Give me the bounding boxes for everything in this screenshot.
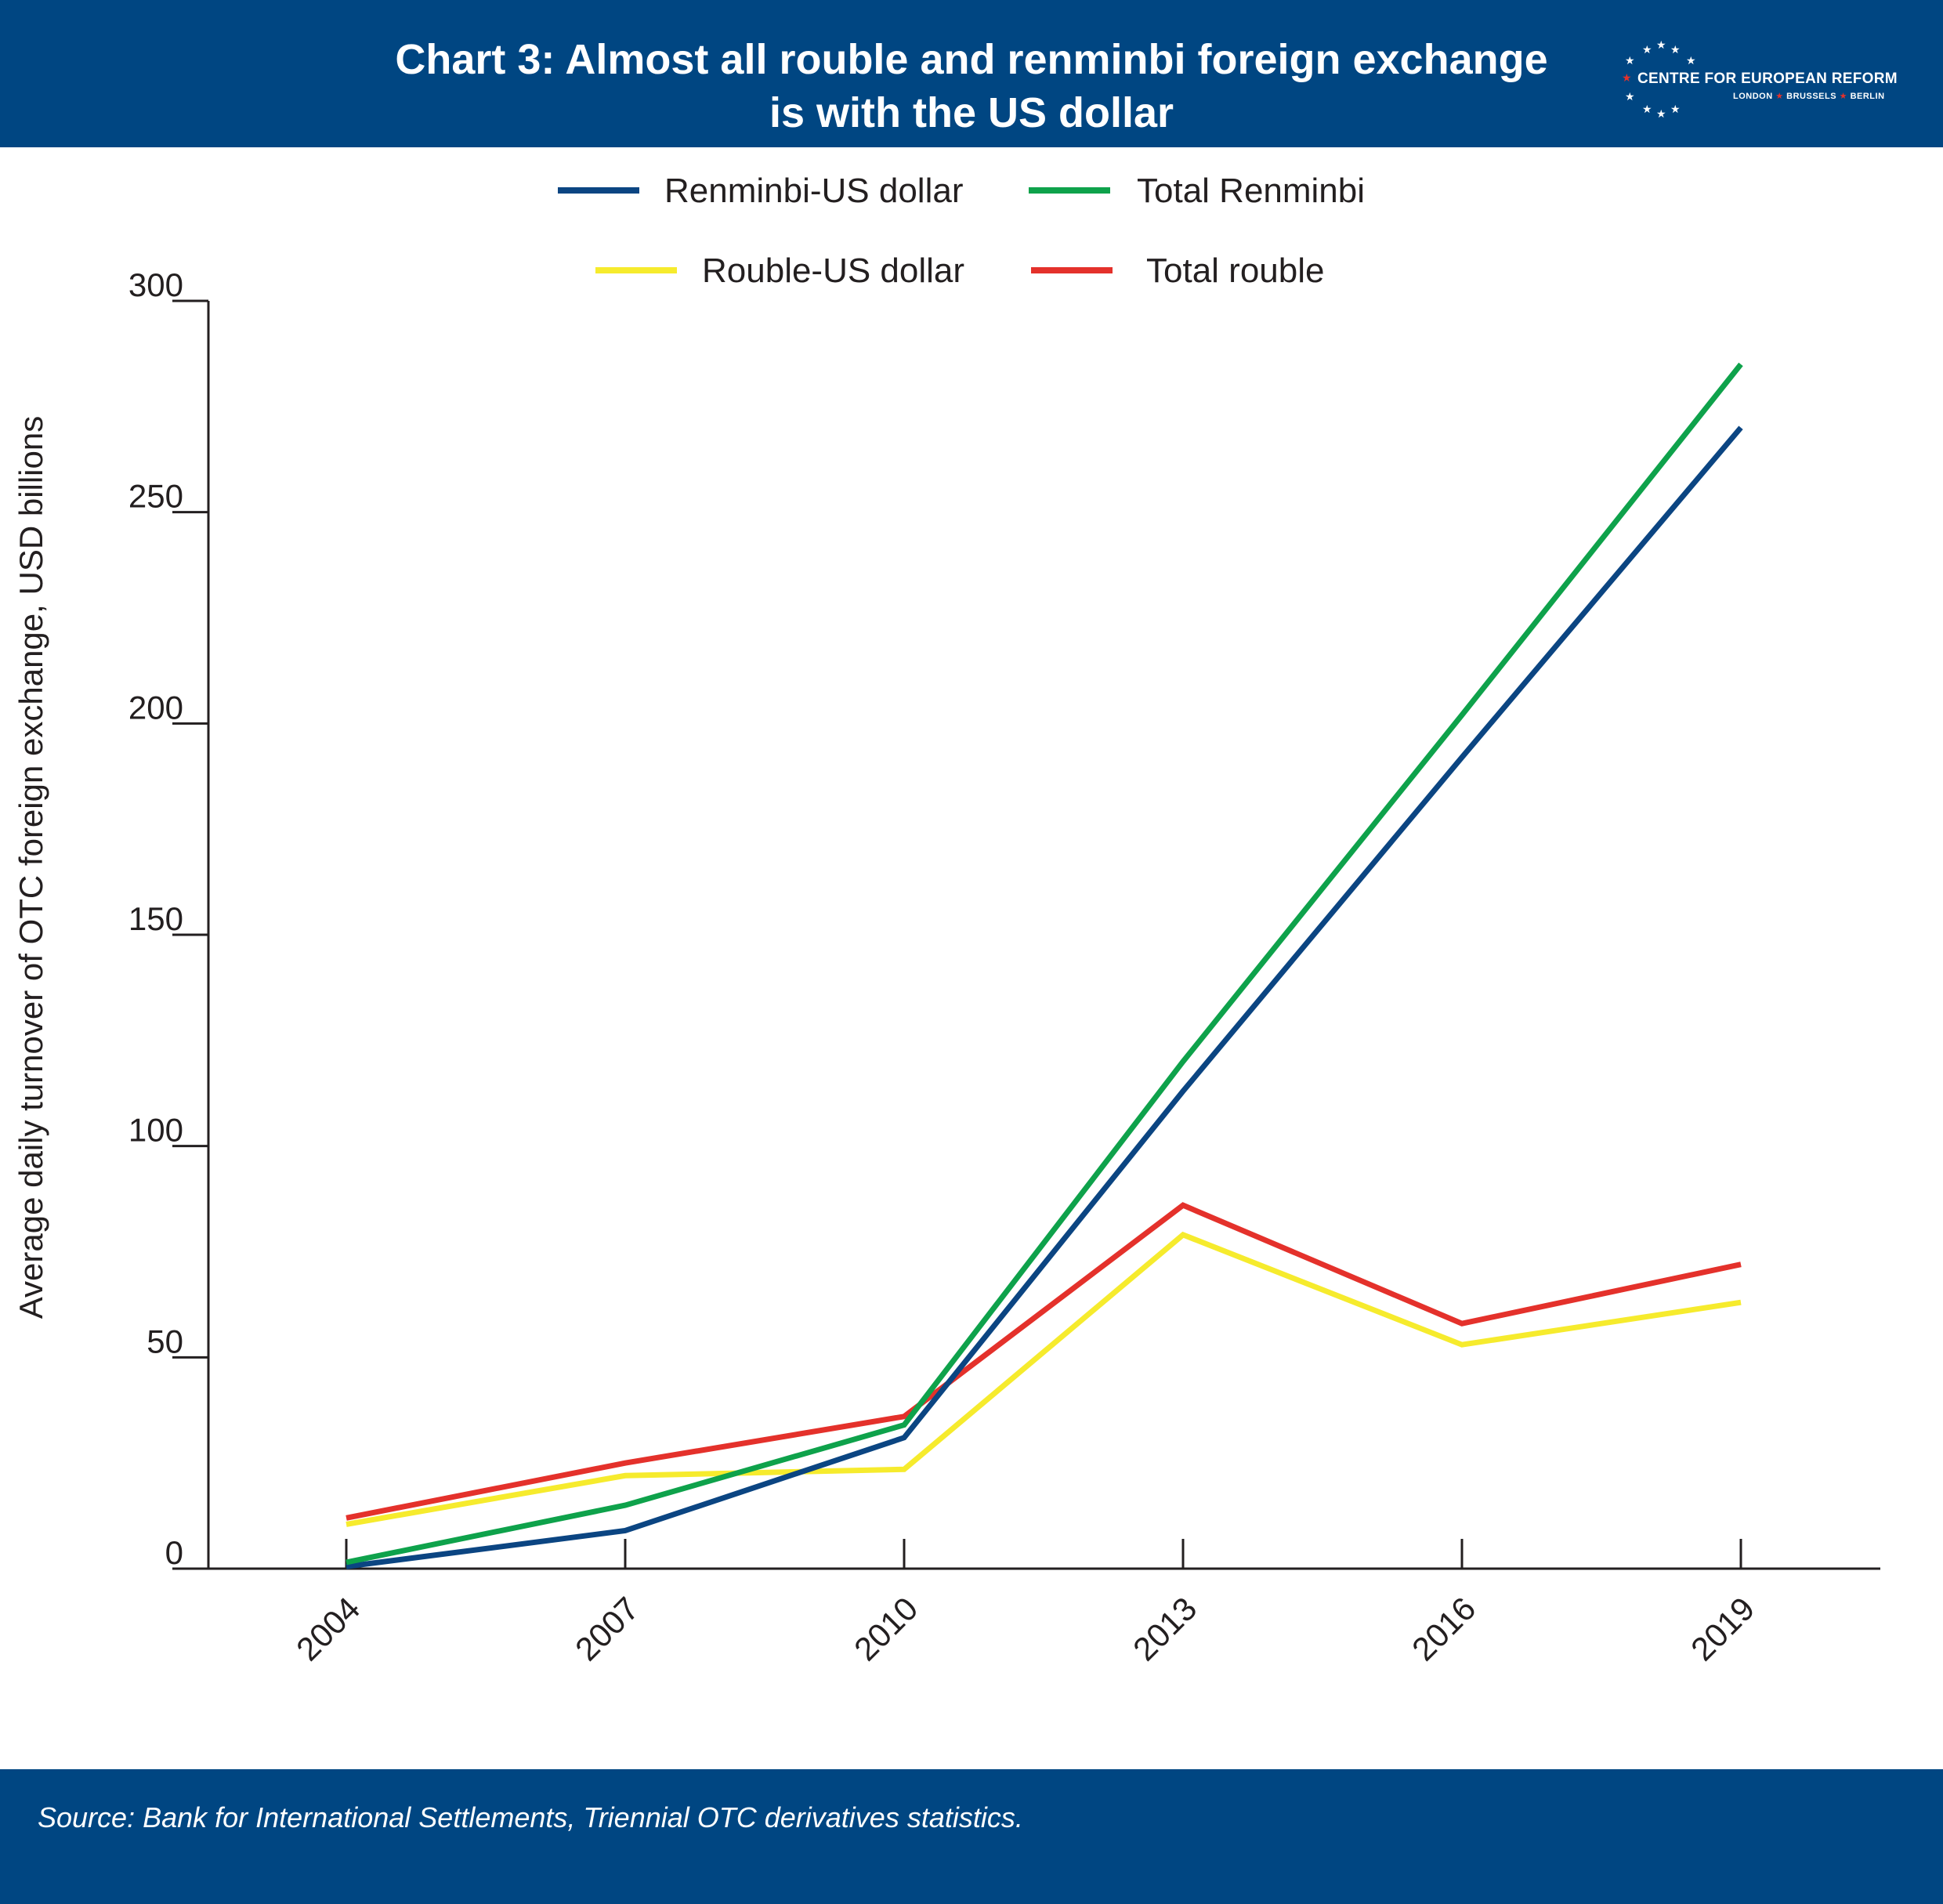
- logo-name: CENTRE FOR EUROPEAN REFORM: [1637, 71, 1898, 87]
- x-tick-label: 2010: [847, 1590, 924, 1667]
- logo-city: LONDON: [1733, 92, 1773, 101]
- x-tick-label: 2004: [289, 1590, 367, 1667]
- series-group: [346, 362, 1743, 1569]
- y-tick-label: 250: [128, 478, 183, 515]
- series-line: [346, 425, 1743, 1569]
- y-tick-label: 50: [147, 1323, 183, 1359]
- y-tick-label: 300: [128, 266, 183, 303]
- x-tick-label: 2016: [1405, 1590, 1482, 1667]
- legend-label: Renminbi-US dollar: [664, 172, 963, 210]
- x-tick-label: 2007: [568, 1590, 646, 1667]
- x-tick-label: 2019: [1684, 1590, 1761, 1667]
- x-tick-label: 2013: [1126, 1590, 1203, 1667]
- logo-star-icon: ★: [1642, 43, 1652, 56]
- y-tick-label: 0: [165, 1534, 183, 1571]
- logo-star-icon: ★: [1622, 71, 1632, 84]
- axes: 0 50 100 150 200 250 300 2004 2007 2010 2013 2016 20…: [128, 266, 1880, 1667]
- logo-star-icon: ★: [1839, 92, 1848, 101]
- legend-label: Total Renminbi: [1137, 172, 1365, 210]
- logo-star-icon: ★: [1642, 103, 1652, 115]
- cer-logo: ★ ★ ★ ★ ★ ★ ★ ★ ★ ★ CENTRE FOR EUROPEAN …: [1620, 38, 1898, 122]
- series-line: [346, 1202, 1742, 1521]
- y-tick-label: 200: [128, 689, 183, 726]
- footer-bar: [0, 1769, 1943, 1904]
- logo-star-icon: ★: [1656, 38, 1666, 51]
- legend: Renminbi-US dollar Total Renminbi Rouble-U…: [558, 172, 1365, 290]
- logo-star-icon: ★: [1656, 107, 1666, 120]
- header-bar: [0, 0, 1943, 147]
- logo-star-icon: ★: [1686, 54, 1696, 67]
- legend-label: Total rouble: [1146, 252, 1324, 290]
- source-note: Source: Bank for International Settlemen…: [38, 1801, 1023, 1833]
- y-tick-label: 100: [128, 1112, 183, 1149]
- logo-star-icon: ★: [1670, 43, 1681, 56]
- logo-star-icon: ★: [1625, 90, 1635, 103]
- series-line: [346, 362, 1743, 1566]
- logo-star-icon: ★: [1775, 92, 1784, 101]
- logo-star-icon: ★: [1670, 103, 1681, 115]
- logo-star-icon: ★: [1625, 54, 1635, 67]
- chart-title: Chart 3: Almost all rouble and renminbi …: [0, 33, 1943, 139]
- y-tick-label: 150: [128, 900, 183, 937]
- series-line: [346, 1231, 1742, 1527]
- legend-label: Rouble-US dollar: [702, 252, 964, 290]
- logo-city: BERLIN: [1850, 92, 1885, 101]
- chart-title-line-2: is with the US dollar: [769, 89, 1174, 136]
- logo-cities: LONDON ★ BRUSSELS ★ BERLIN: [1733, 91, 1885, 101]
- chart-title-line-1: Chart 3: Almost all rouble and renminbi …: [395, 36, 1548, 83]
- logo-city: BRUSSELS: [1786, 92, 1837, 101]
